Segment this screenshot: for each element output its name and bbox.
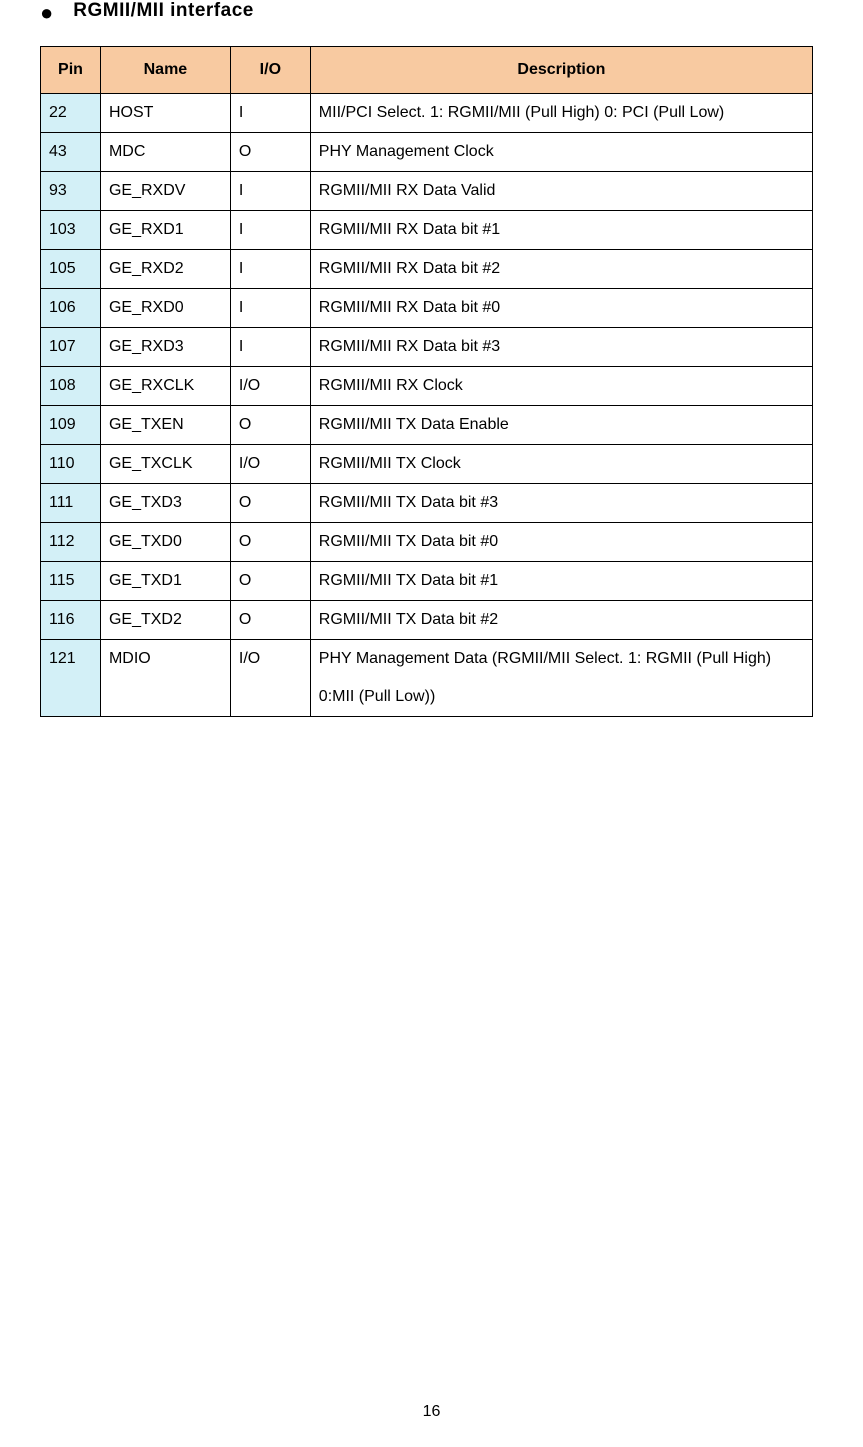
table-row: 112 GE_TXD0 O RGMII/MII TX Data bit #0 bbox=[41, 523, 813, 562]
cell-io: O bbox=[230, 406, 310, 445]
cell-io: O bbox=[230, 601, 310, 640]
cell-desc: RGMII/MII RX Data bit #1 bbox=[310, 211, 812, 250]
cell-io: I bbox=[230, 94, 310, 133]
table-row: 107 GE_RXD3 I RGMII/MII RX Data bit #3 bbox=[41, 328, 813, 367]
cell-desc: RGMII/MII RX Data bit #3 bbox=[310, 328, 812, 367]
cell-io: I bbox=[230, 328, 310, 367]
cell-desc: MII/PCI Select. 1: RGMII/MII (Pull High)… bbox=[310, 94, 812, 133]
cell-pin: 116 bbox=[41, 601, 101, 640]
cell-pin: 107 bbox=[41, 328, 101, 367]
page: ● RGMII/MII interface Pin Name I/O Descr… bbox=[0, 0, 863, 1447]
table-row: 108 GE_RXCLK I/O RGMII/MII RX Clock bbox=[41, 367, 813, 406]
cell-io: I/O bbox=[230, 445, 310, 484]
heading-row: ● RGMII/MII interface bbox=[40, 0, 833, 24]
cell-desc: RGMII/MII TX Data bit #0 bbox=[310, 523, 812, 562]
cell-name: GE_TXD2 bbox=[100, 601, 230, 640]
cell-desc: RGMII/MII RX Data bit #2 bbox=[310, 250, 812, 289]
table-row: 93 GE_RXDV I RGMII/MII RX Data Valid bbox=[41, 172, 813, 211]
cell-name: GE_TXD3 bbox=[100, 484, 230, 523]
cell-desc: RGMII/MII TX Data bit #3 bbox=[310, 484, 812, 523]
cell-desc: RGMII/MII TX Data bit #1 bbox=[310, 562, 812, 601]
cell-io: I/O bbox=[230, 367, 310, 406]
cell-io: I/O bbox=[230, 640, 310, 717]
table-head: Pin Name I/O Description bbox=[41, 47, 813, 94]
table-row: 103 GE_RXD1 I RGMII/MII RX Data bit #1 bbox=[41, 211, 813, 250]
cell-name: GE_RXD0 bbox=[100, 289, 230, 328]
cell-name: GE_RXDV bbox=[100, 172, 230, 211]
cell-desc: RGMII/MII RX Data bit #0 bbox=[310, 289, 812, 328]
th-pin: Pin bbox=[41, 47, 101, 94]
cell-pin: 108 bbox=[41, 367, 101, 406]
cell-name: GE_TXCLK bbox=[100, 445, 230, 484]
page-number: 16 bbox=[0, 1403, 863, 1421]
table-row: 43 MDC O PHY Management Clock bbox=[41, 133, 813, 172]
cell-pin: 112 bbox=[41, 523, 101, 562]
cell-name: MDIO bbox=[100, 640, 230, 717]
cell-desc: RGMII/MII TX Data Enable bbox=[310, 406, 812, 445]
table-row: 111 GE_TXD3 O RGMII/MII TX Data bit #3 bbox=[41, 484, 813, 523]
table-row: 105 GE_RXD2 I RGMII/MII RX Data bit #2 bbox=[41, 250, 813, 289]
cell-name: HOST bbox=[100, 94, 230, 133]
table-row: 110 GE_TXCLK I/O RGMII/MII TX Clock bbox=[41, 445, 813, 484]
cell-desc: RGMII/MII RX Data Valid bbox=[310, 172, 812, 211]
th-name: Name bbox=[100, 47, 230, 94]
table-row: 121 MDIO I/O PHY Management Data (RGMII/… bbox=[41, 640, 813, 717]
table-row: 115 GE_TXD1 O RGMII/MII TX Data bit #1 bbox=[41, 562, 813, 601]
cell-pin: 115 bbox=[41, 562, 101, 601]
cell-pin: 22 bbox=[41, 94, 101, 133]
cell-name: GE_RXD1 bbox=[100, 211, 230, 250]
cell-name: GE_RXD2 bbox=[100, 250, 230, 289]
cell-io: O bbox=[230, 133, 310, 172]
cell-name: GE_RXD3 bbox=[100, 328, 230, 367]
cell-io: I bbox=[230, 250, 310, 289]
cell-io: O bbox=[230, 523, 310, 562]
table-header-row: Pin Name I/O Description bbox=[41, 47, 813, 94]
cell-pin: 110 bbox=[41, 445, 101, 484]
table-row: 109 GE_TXEN O RGMII/MII TX Data Enable bbox=[41, 406, 813, 445]
cell-desc: RGMII/MII TX Clock bbox=[310, 445, 812, 484]
bullet-icon: ● bbox=[40, 2, 53, 24]
cell-desc: RGMII/MII RX Clock bbox=[310, 367, 812, 406]
cell-pin: 43 bbox=[41, 133, 101, 172]
th-desc: Description bbox=[310, 47, 812, 94]
cell-desc: PHY Management Clock bbox=[310, 133, 812, 172]
table-row: 106 GE_RXD0 I RGMII/MII RX Data bit #0 bbox=[41, 289, 813, 328]
table-row: 116 GE_TXD2 O RGMII/MII TX Data bit #2 bbox=[41, 601, 813, 640]
th-io: I/O bbox=[230, 47, 310, 94]
cell-desc: RGMII/MII TX Data bit #2 bbox=[310, 601, 812, 640]
cell-pin: 121 bbox=[41, 640, 101, 717]
cell-io: O bbox=[230, 562, 310, 601]
cell-name: MDC bbox=[100, 133, 230, 172]
cell-io: I bbox=[230, 172, 310, 211]
cell-name: GE_TXD0 bbox=[100, 523, 230, 562]
cell-name: GE_RXCLK bbox=[100, 367, 230, 406]
cell-pin: 109 bbox=[41, 406, 101, 445]
cell-pin: 111 bbox=[41, 484, 101, 523]
table-row: 22 HOST I MII/PCI Select. 1: RGMII/MII (… bbox=[41, 94, 813, 133]
cell-name: GE_TXD1 bbox=[100, 562, 230, 601]
pin-table: Pin Name I/O Description 22 HOST I MII/P… bbox=[40, 46, 813, 717]
section-heading: RGMII/MII interface bbox=[73, 0, 254, 22]
cell-desc: PHY Management Data (RGMII/MII Select. 1… bbox=[310, 640, 812, 717]
cell-io: O bbox=[230, 484, 310, 523]
table-body: 22 HOST I MII/PCI Select. 1: RGMII/MII (… bbox=[41, 94, 813, 717]
cell-pin: 93 bbox=[41, 172, 101, 211]
cell-pin: 103 bbox=[41, 211, 101, 250]
cell-name: GE_TXEN bbox=[100, 406, 230, 445]
cell-io: I bbox=[230, 211, 310, 250]
cell-io: I bbox=[230, 289, 310, 328]
cell-pin: 105 bbox=[41, 250, 101, 289]
cell-pin: 106 bbox=[41, 289, 101, 328]
